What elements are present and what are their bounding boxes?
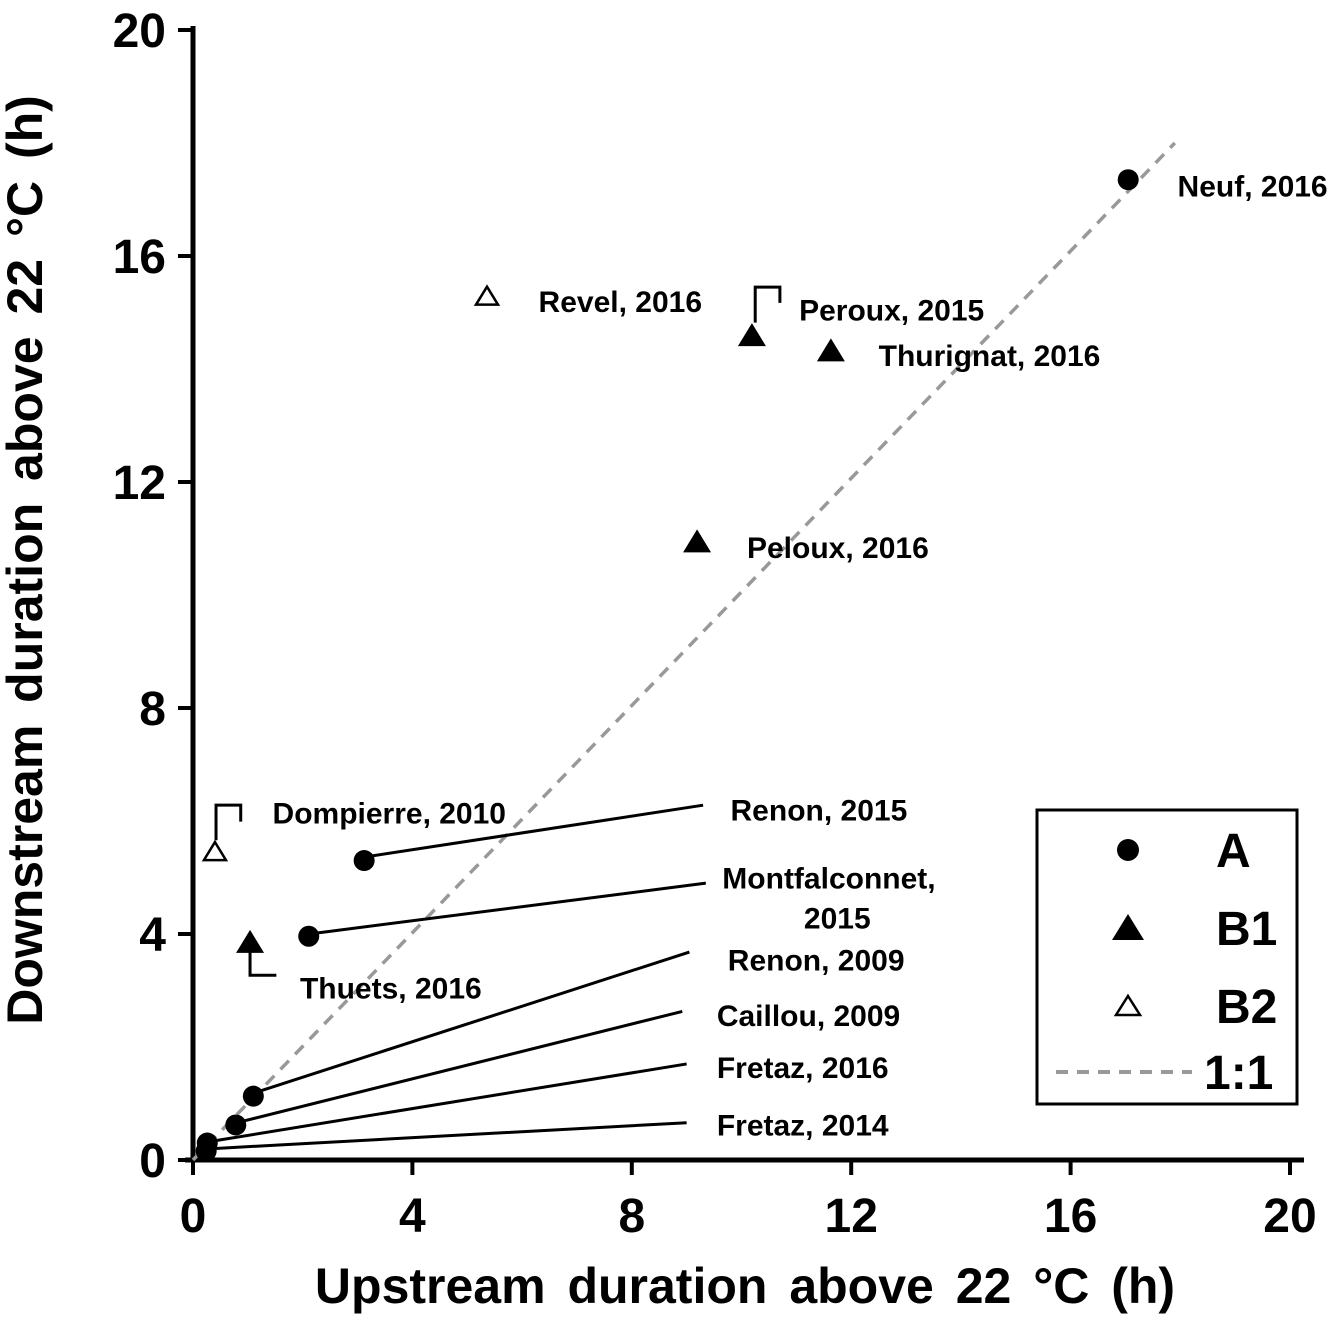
legend-box [1035,808,1299,1106]
label-montfalconnet-line2: 2015 [804,903,871,936]
legend-1-1-label: 1:1 [1204,1047,1273,1100]
legend-a-marker [1117,839,1139,861]
identity-line-group [191,141,1177,1162]
label-revel-2016: Revel, 2016 [539,286,702,319]
label-montfalconnet: Montfalconnet, [722,863,935,896]
y-tick-label: 4 [139,909,166,962]
leader-caillou-2009 [240,1009,683,1124]
label-caillou-2009: Caillou, 2009 [717,1000,900,1033]
identity-line [191,141,1177,1162]
x-tick-label: 0 [180,1190,207,1243]
label-fretaz-2014: Fretaz, 2014 [717,1109,889,1142]
legend-b2-label: B2 [1216,981,1277,1034]
y-tick-label: 0 [139,1135,166,1188]
point-thuets-2016 [236,929,265,953]
legend-a-label: A [1216,825,1251,878]
leader-renon-2015 [371,803,704,858]
y-axis-title: Downstream duration above 22 °C (h) [0,95,53,1025]
y-tick-label: 8 [139,683,166,736]
leader-thuets-2016 [248,949,277,977]
point-revel-2016 [473,284,501,306]
point-montfalconnet [298,925,320,947]
label-fretaz-2016: Fretaz, 2016 [717,1052,889,1085]
label-dompierre-2010: Dompierre, 2010 [273,798,506,831]
leader-lines-group [210,285,782,1151]
label-neuf-2016: Neuf, 2016 [1178,170,1328,203]
x-tick-label: 8 [618,1190,645,1243]
y-tick-label: 20 [113,5,166,58]
leader-montfalconnet [317,881,707,935]
leader-peroux-2015 [753,285,782,323]
label-peroux-2015: Peroux, 2015 [799,295,984,328]
x-tick-label: 20 [1263,1190,1316,1243]
label-thuets-2016: Thuets, 2016 [300,973,482,1006]
x-tick-label: 16 [1044,1190,1097,1243]
x-tick-label: 4 [399,1190,426,1243]
label-thurignat-2016: Thurignat, 2016 [879,340,1101,373]
legend-b2-marker [1113,993,1143,1017]
legend: A B1 B2 1:1 [1035,808,1299,1106]
data-points-group [195,169,1139,1162]
leader-dompierre-2010 [214,803,243,841]
point-thurignat-2016 [816,338,845,362]
point-peroux-2015 [737,323,766,347]
point-caillou-2009 [225,1114,247,1136]
leader-fretaz-2016 [210,1062,687,1143]
axes-group: 0 4 8 12 16 20 0 4 8 12 16 20 [113,5,1317,1243]
x-tick-label: 12 [825,1190,878,1243]
label-renon-2009: Renon, 2009 [728,944,905,977]
point-peloux-2016 [683,529,712,553]
label-peloux-2016: Peloux, 2016 [747,532,929,565]
y-tick-label: 12 [113,457,166,510]
point-labels-group: Neuf, 2016 Renon, 2015 Montfalconnet, 2015 R… [273,170,1328,1142]
point-fretaz-2014 [195,1140,217,1162]
leader-fretaz-2014 [211,1121,687,1151]
point-renon-2009 [242,1085,264,1107]
leader-renon-2009 [259,950,690,1093]
x-axis-title: Upstream duration above 22 °C (h) [315,1258,1175,1314]
point-neuf-2016 [1117,169,1139,191]
legend-b1-label: B1 [1216,903,1277,956]
legend-b1-marker [1112,914,1144,940]
point-renon-2015 [353,850,375,872]
label-renon-2015: Renon, 2015 [731,795,908,828]
y-tick-label: 16 [113,231,166,284]
point-dompierre-2010 [201,839,229,862]
